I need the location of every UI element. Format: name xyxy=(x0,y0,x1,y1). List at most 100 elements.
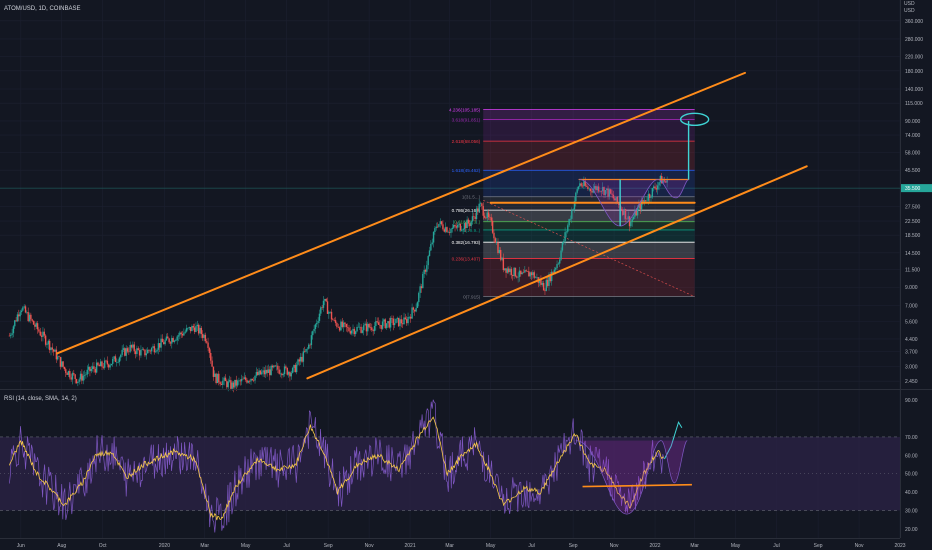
candle-body xyxy=(226,381,228,388)
candle-body xyxy=(206,341,208,343)
candle-body xyxy=(128,351,130,353)
candle-body xyxy=(666,179,668,183)
trendline-upper-channel[interactable] xyxy=(56,71,746,355)
candle-body xyxy=(455,226,458,228)
candle-body xyxy=(431,242,433,244)
candle-body xyxy=(44,335,47,345)
candle-body xyxy=(85,374,87,376)
candle-body xyxy=(138,350,141,356)
candle-body xyxy=(263,370,266,375)
candle-body xyxy=(81,373,83,381)
candle-body xyxy=(580,183,582,186)
candle-body xyxy=(38,329,40,332)
target-circle[interactable] xyxy=(679,112,710,127)
candle-body xyxy=(306,348,309,350)
candle-body xyxy=(651,188,654,198)
candle-body xyxy=(654,186,656,189)
candle-body xyxy=(404,317,407,320)
price-axis[interactable]: 360.000 280.000 220.000 180.000 140.000 115.0… xyxy=(901,19,932,533)
candle-body xyxy=(236,380,239,386)
candle-body xyxy=(66,372,68,375)
candle-body xyxy=(232,382,235,388)
handle-pattern[interactable] xyxy=(657,179,689,199)
candle-body xyxy=(239,380,241,382)
candle-body xyxy=(410,316,412,319)
candle-body xyxy=(652,186,655,189)
time-tick-label: Sep xyxy=(814,543,823,549)
price-tick-label: 360.000 xyxy=(905,19,923,25)
candle-body xyxy=(360,326,362,333)
candle-body xyxy=(473,216,475,217)
candle-body xyxy=(662,180,664,184)
candle-body xyxy=(278,369,280,374)
candle-body xyxy=(210,352,212,361)
candle-body xyxy=(560,250,562,260)
candle-body xyxy=(157,343,160,350)
candle-body xyxy=(434,228,436,233)
trendline-lower-channel[interactable] xyxy=(306,165,808,380)
candle-body xyxy=(203,334,205,338)
rsi-pane[interactable] xyxy=(0,399,900,533)
rsi-ma-line[interactable] xyxy=(9,416,664,521)
candle-body xyxy=(350,330,353,334)
candle-body xyxy=(373,326,376,332)
candle-body xyxy=(420,286,423,289)
candle-body xyxy=(140,349,142,356)
candle-body xyxy=(99,361,102,367)
time-axis[interactable]: Jun Aug Oct 2020 Mar May Jul Sep Nov 2021 Mar May Ju… xyxy=(17,543,906,549)
candle-body xyxy=(346,326,349,328)
candle-body xyxy=(246,379,248,383)
candle-body xyxy=(142,349,145,350)
candle-body xyxy=(118,357,121,362)
candle-body xyxy=(73,373,75,375)
candle-body xyxy=(483,215,486,218)
candle-body xyxy=(545,279,548,291)
fib-level-label: 1.618(45.462) xyxy=(452,168,481,173)
candle-body xyxy=(121,349,123,355)
candle-body xyxy=(359,326,361,328)
candle-body xyxy=(75,379,78,384)
candle-body xyxy=(639,203,641,210)
candle-body xyxy=(8,335,11,337)
price-tick-label: 18.500 xyxy=(905,233,921,239)
candle-body xyxy=(508,268,510,273)
candle-body xyxy=(524,270,526,273)
candle-body xyxy=(596,186,599,191)
candle-body xyxy=(436,226,439,228)
candle-body xyxy=(568,219,570,226)
rsi-handle-pattern[interactable] xyxy=(660,440,688,484)
rsi-neckline[interactable] xyxy=(582,483,692,488)
candle-body xyxy=(191,325,193,332)
candle-body xyxy=(261,372,263,375)
candle-body xyxy=(369,327,372,328)
rsi-line[interactable] xyxy=(9,399,665,533)
candle-body xyxy=(208,347,211,353)
candle-body xyxy=(251,378,254,381)
price-tick-label: 115.000 xyxy=(905,101,923,107)
candle-body xyxy=(298,359,301,362)
candle-body xyxy=(82,375,84,381)
candle-body xyxy=(240,378,243,382)
rsi-cup-pattern[interactable] xyxy=(575,440,662,515)
candle-body xyxy=(516,276,518,278)
price-pane[interactable]: 4.236(105.185) 3.618(91.851) 2.618(68.056)… xyxy=(0,0,901,538)
candle-body xyxy=(634,210,636,217)
candle-body xyxy=(630,221,632,227)
candle-body xyxy=(411,307,413,319)
candle-body xyxy=(575,192,577,202)
candle-body xyxy=(93,366,95,369)
candle-body xyxy=(451,227,454,229)
candle-body xyxy=(274,365,276,367)
rsi-tick-label: 20.00 xyxy=(905,527,918,533)
candle-body xyxy=(454,224,456,227)
candle-body xyxy=(23,306,25,308)
candle-body xyxy=(141,349,143,350)
candle-body xyxy=(418,292,420,303)
time-tick-label: May xyxy=(731,543,741,549)
candle-body xyxy=(544,290,546,292)
candle-body xyxy=(530,272,533,276)
candle-body xyxy=(622,210,624,215)
candle-body xyxy=(106,360,109,365)
candle-body xyxy=(471,216,474,222)
